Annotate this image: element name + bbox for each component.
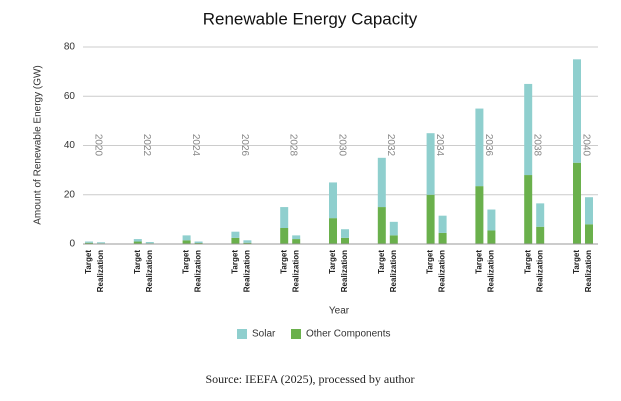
group-label: 2020 xyxy=(92,134,103,157)
x-tick-label: Realization xyxy=(535,250,544,292)
x-tick-label: Target xyxy=(231,250,240,274)
group-label: 2030 xyxy=(336,134,347,157)
bar-segment xyxy=(377,157,386,208)
legend-swatch xyxy=(237,329,247,339)
group-label: 2038 xyxy=(532,134,543,157)
group-label: 2032 xyxy=(385,134,396,157)
bar-segment xyxy=(341,229,349,238)
x-tick-label: Realization xyxy=(243,250,252,292)
bar-segment xyxy=(573,59,581,163)
bar-segment xyxy=(133,241,142,244)
x-tick-label: Realization xyxy=(584,250,593,292)
x-tick-label: Target xyxy=(523,250,532,274)
bar-segment xyxy=(329,182,337,219)
legend-label: Solar xyxy=(252,329,276,340)
bar-segment xyxy=(585,224,593,244)
y-tick-label: 20 xyxy=(64,189,76,200)
group-label: 2022 xyxy=(141,134,152,157)
bar-segment xyxy=(438,232,447,244)
bar-segment xyxy=(194,241,203,244)
bar-segment xyxy=(85,241,93,243)
group-label: 2040 xyxy=(580,134,591,157)
source-note: Source: IEEFA (2025), processed by autho… xyxy=(205,372,414,386)
x-tick-label: Realization xyxy=(340,250,349,292)
group-label: 2034 xyxy=(434,134,445,157)
bar-segment xyxy=(145,242,154,244)
x-tick-label: Target xyxy=(377,250,386,274)
x-tick-label: Realization xyxy=(96,250,105,292)
bar-segment xyxy=(182,235,191,241)
bar-segment xyxy=(426,133,435,195)
bar-segment xyxy=(536,226,545,244)
bar-segment xyxy=(524,83,533,176)
group-label: 2026 xyxy=(239,134,250,157)
y-axis-title: Amount of Renewable Energy (GW) xyxy=(33,65,44,225)
bar-segment xyxy=(377,207,386,244)
bar-segment xyxy=(573,162,581,244)
bar-segment xyxy=(487,209,496,231)
x-tick-label: Realization xyxy=(145,250,154,292)
y-tick-label: 80 xyxy=(64,42,76,53)
bar-segment xyxy=(133,239,142,242)
group-label: 2024 xyxy=(190,134,201,157)
bar-segment xyxy=(231,237,240,244)
group-label: 2036 xyxy=(483,134,494,157)
x-tick-label: Target xyxy=(328,250,337,274)
bar-segment xyxy=(585,197,593,225)
y-tick-label: 60 xyxy=(64,91,76,102)
legend-label: Other Components xyxy=(306,329,391,340)
y-tick-label: 40 xyxy=(64,140,76,151)
x-axis-title: Year xyxy=(329,306,350,317)
bar-segment xyxy=(280,227,289,244)
x-tick-label: Target xyxy=(133,250,142,274)
bar-segment xyxy=(536,203,545,227)
y-tick-label: 0 xyxy=(69,239,75,250)
x-tick-label: Target xyxy=(426,250,435,274)
x-tick-label: Realization xyxy=(194,250,203,292)
bar-segment xyxy=(243,242,252,244)
x-tick-label: Realization xyxy=(487,250,496,292)
bar-segment xyxy=(475,186,484,244)
bar-segment xyxy=(475,108,484,187)
x-tick-label: Target xyxy=(279,250,288,274)
bar-segment xyxy=(85,242,93,244)
bar-segment xyxy=(524,175,533,244)
x-tick-label: Target xyxy=(84,250,93,274)
x-tick-label: Target xyxy=(572,250,581,274)
bar-segment xyxy=(426,194,435,244)
bar-segment xyxy=(487,230,496,244)
bar-segment xyxy=(329,218,337,244)
bar-segment xyxy=(231,231,240,238)
x-tick-label: Realization xyxy=(389,250,398,292)
bar-segment xyxy=(97,242,105,244)
bar-segment xyxy=(280,207,289,228)
x-tick-label: Target xyxy=(182,250,191,274)
legend-swatch xyxy=(291,329,301,339)
bar-segment xyxy=(438,215,447,233)
group-label: 2028 xyxy=(288,134,299,157)
bar-segment xyxy=(292,239,301,244)
bar-segment xyxy=(389,235,398,244)
x-tick-label: Realization xyxy=(291,250,300,292)
bar-segment xyxy=(292,235,301,240)
bar-segment xyxy=(182,240,191,244)
x-tick-label: Target xyxy=(475,250,484,274)
x-tick-label: Realization xyxy=(438,250,447,292)
bar-segment xyxy=(341,237,349,244)
bar-segment xyxy=(389,221,398,236)
chart-title: Renewable Energy Capacity xyxy=(203,9,418,28)
bar-segment xyxy=(243,240,252,243)
